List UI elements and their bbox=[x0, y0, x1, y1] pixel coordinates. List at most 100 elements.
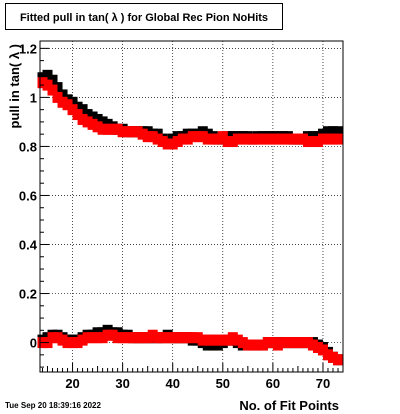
data-point bbox=[97, 116, 108, 128]
data-point bbox=[87, 118, 98, 130]
data-point bbox=[212, 334, 223, 346]
data-point bbox=[62, 99, 73, 111]
data-point bbox=[242, 133, 253, 145]
series-1 bbox=[37, 77, 343, 150]
data-point bbox=[317, 133, 328, 145]
data-point bbox=[92, 121, 103, 133]
data-point bbox=[72, 101, 83, 113]
data-point bbox=[272, 133, 283, 145]
data-point bbox=[307, 339, 318, 351]
data-point bbox=[217, 334, 228, 346]
data-point bbox=[72, 109, 83, 121]
x-tick-label: 60 bbox=[266, 376, 280, 391]
data-point bbox=[262, 337, 273, 349]
data-point bbox=[42, 69, 53, 81]
data-point bbox=[92, 113, 103, 125]
data-point bbox=[102, 329, 113, 341]
data-point bbox=[67, 337, 78, 349]
data-point bbox=[147, 131, 158, 143]
data-point bbox=[57, 89, 68, 101]
data-point bbox=[137, 128, 148, 140]
data-point bbox=[177, 133, 188, 145]
data-point bbox=[107, 329, 118, 341]
y-axis-label: pull in tan( λ ) bbox=[7, 44, 22, 129]
data-point bbox=[287, 337, 298, 349]
x-tick-label: 20 bbox=[65, 376, 79, 391]
data-point bbox=[322, 126, 333, 138]
data-point bbox=[267, 337, 278, 349]
y-tick-label: 1.2 bbox=[19, 41, 37, 56]
data-point bbox=[67, 96, 78, 108]
data-point bbox=[302, 136, 313, 148]
data-point bbox=[97, 332, 108, 344]
data-point bbox=[147, 329, 158, 341]
data-point bbox=[257, 339, 268, 351]
data-point bbox=[102, 123, 113, 135]
data-point bbox=[297, 337, 308, 349]
data-point bbox=[47, 332, 58, 344]
data-point bbox=[257, 133, 268, 145]
data-point bbox=[97, 123, 108, 135]
series-3 bbox=[37, 329, 343, 366]
data-point bbox=[202, 133, 213, 145]
chart-title: Fitted pull in tan( λ ) for Global Rec P… bbox=[19, 12, 269, 24]
x-tick-label: 70 bbox=[316, 376, 330, 391]
data-point bbox=[92, 332, 103, 344]
data-point bbox=[317, 344, 328, 356]
data-point bbox=[332, 133, 343, 145]
data-point bbox=[177, 332, 188, 344]
data-point bbox=[272, 339, 283, 351]
data-point bbox=[247, 339, 258, 351]
data-point bbox=[162, 138, 173, 150]
data-point bbox=[312, 136, 323, 148]
data-point bbox=[222, 136, 233, 148]
data-point bbox=[332, 354, 343, 366]
data-point bbox=[267, 133, 278, 145]
data-point bbox=[82, 109, 93, 121]
data-point bbox=[162, 332, 173, 344]
y-tick-label: 0.8 bbox=[19, 139, 37, 154]
data-point bbox=[247, 133, 258, 145]
timestamp: Tue Sep 20 18:39:16 2022 bbox=[5, 401, 101, 410]
data-point bbox=[142, 131, 153, 143]
tick-labels: 20 30 40 50 60 70 0 0.2 0.4 0.6 0.8 1 1.2 bbox=[19, 41, 330, 391]
data-point bbox=[82, 116, 93, 128]
data-point bbox=[192, 332, 203, 344]
data-point bbox=[327, 126, 338, 138]
data-point bbox=[52, 332, 63, 344]
data-point bbox=[327, 351, 338, 363]
data-point bbox=[117, 332, 128, 344]
x-tick-label: 50 bbox=[216, 376, 230, 391]
plot-frame bbox=[39, 40, 344, 373]
data-point bbox=[67, 104, 78, 116]
data-point bbox=[302, 337, 313, 349]
data-point bbox=[237, 133, 248, 145]
data-point bbox=[332, 126, 343, 138]
y-tick-label: 0 bbox=[30, 336, 37, 351]
chart-title-box: Fitted pull in tan( λ ) for Global Rec P… bbox=[5, 3, 283, 30]
data-point bbox=[322, 133, 333, 145]
data-point bbox=[127, 126, 138, 138]
data-point bbox=[112, 332, 123, 344]
grid-lines bbox=[40, 41, 343, 372]
data-point bbox=[57, 96, 68, 108]
data-point bbox=[107, 123, 118, 135]
data-point bbox=[232, 133, 243, 145]
data-point bbox=[182, 332, 193, 344]
data-point bbox=[127, 332, 138, 344]
data-point bbox=[182, 133, 193, 145]
data-point bbox=[42, 79, 53, 91]
data-point bbox=[82, 332, 93, 344]
data-point bbox=[322, 349, 333, 361]
data-point bbox=[212, 133, 223, 145]
data-point bbox=[262, 133, 273, 145]
data-point bbox=[87, 332, 98, 344]
data-point bbox=[292, 133, 303, 145]
data-point bbox=[87, 111, 98, 123]
data-point bbox=[277, 133, 288, 145]
data-point bbox=[227, 332, 238, 344]
data-point bbox=[132, 126, 143, 138]
data-point bbox=[197, 334, 208, 346]
data-point bbox=[277, 337, 288, 349]
y-tick-label: 0.6 bbox=[19, 188, 37, 203]
